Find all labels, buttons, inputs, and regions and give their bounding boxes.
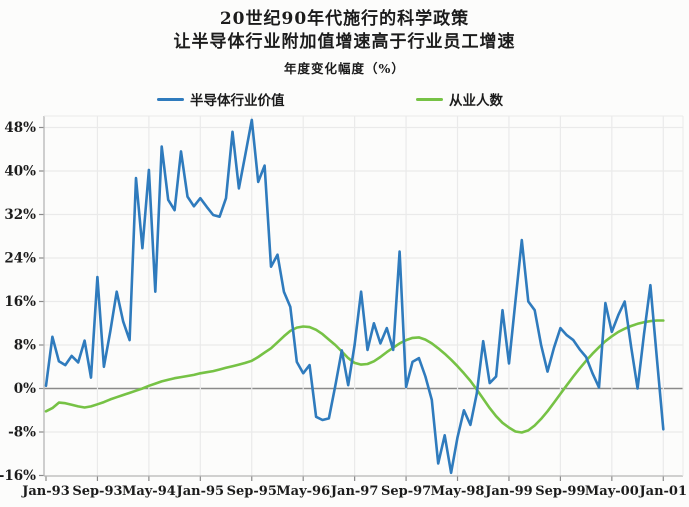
semiconductor-value-line [44,118,665,475]
y-axis-label: 8% [14,338,36,354]
chart-legend: 半导体行业价值 从业人数 [0,90,689,109]
x-axis-label: May-98 [431,484,485,499]
y-axis-label: 0% [14,381,36,397]
y-axis-label: 48% [4,120,36,136]
x-axis-label: Jan-99 [484,484,533,499]
legend-item-employees: 从业人数 [416,90,503,109]
axes [39,115,684,481]
y-axis-label: 40% [4,164,36,180]
x-axis-label: May-96 [276,484,330,499]
axis-labels: 48%40%32%24%16%8%0%-8%-16%Jan-93 Sep-93 Ma… [0,120,687,499]
x-axis-label: Sep-93 [72,484,122,499]
x-axis-label: May-94 [122,484,176,499]
x-axis-label: Jan-93 [21,484,70,499]
chart-title-line1: 20世纪90年代施行的科学政策 [219,9,470,29]
employees-line [44,319,665,434]
x-axis-label: Jan-01 [639,484,688,499]
chart-subtitle: 年度变化幅度（%） [284,61,405,76]
legend-line-green-icon [416,97,443,101]
legend-line-blue-icon [157,97,184,101]
series-lines [44,118,665,475]
x-axis-label: Jan-95 [176,484,225,499]
chart-title-block: 20世纪90年代施行的科学政策 让半导体行业附加值增速高于行业员工增速 年度变化… [0,8,689,77]
y-axis-label: -16% [0,468,36,484]
legend-label-employees: 从业人数 [449,93,503,109]
x-axis-label: Jan-97 [330,484,379,499]
x-axis-label: Sep-97 [381,484,431,499]
chart-title-line2: 让半导体行业附加值增速高于行业员工增速 [173,32,516,52]
y-axis-label: 16% [4,294,36,310]
x-axis-label: Sep-99 [535,484,585,499]
y-axis-label: -8% [8,425,36,441]
legend-label-semiconductor-value: 半导体行业价值 [190,93,285,109]
gridlines [44,116,683,476]
x-axis-label: May-00 [585,484,639,499]
legend-item-semiconductor-value: 半导体行业价值 [157,90,285,109]
x-axis-label: Sep-95 [227,484,277,499]
y-axis-label: 32% [4,207,36,223]
y-axis-label: 24% [4,251,36,267]
